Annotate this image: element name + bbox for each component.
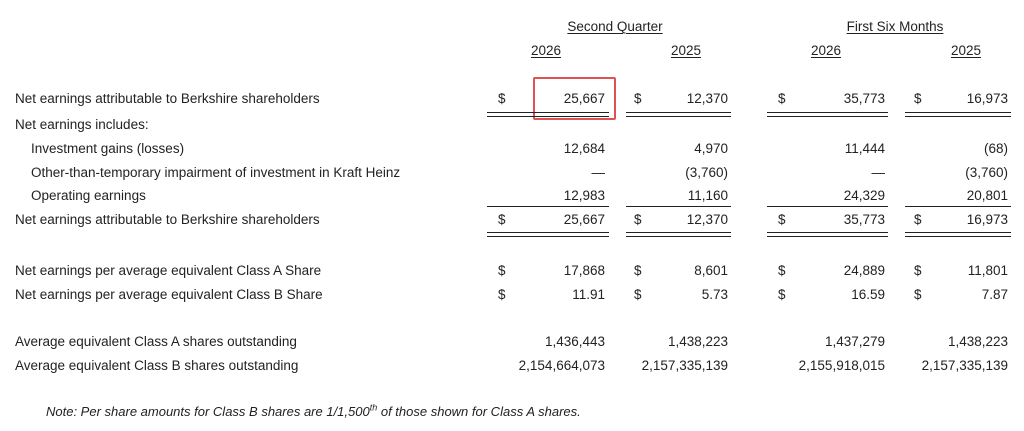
footnote-suffix: of those shown for Class A shares. — [377, 404, 581, 419]
single-underline — [487, 206, 609, 207]
row-label-eps-class-b: Net earnings per average equivalent Clas… — [15, 287, 323, 302]
header-second-quarter: Second Quarter — [567, 19, 663, 34]
cell-value: 17,868 — [563, 263, 605, 278]
currency-symbol: $ — [778, 287, 786, 302]
currency-symbol: $ — [634, 263, 642, 278]
currency-symbol: $ — [498, 212, 506, 227]
double-underline — [626, 232, 731, 237]
header-year-h-2026: 2026 — [810, 43, 841, 58]
row-label-net-earnings: Net earnings attributable to Berkshire s… — [15, 91, 320, 106]
currency-symbol: $ — [498, 263, 506, 278]
currency-symbol: $ — [778, 263, 786, 278]
cell-value: 2,154,664,073 — [518, 358, 605, 373]
cell-value: 25,667 — [563, 212, 605, 227]
cell-value: 16,973 — [966, 212, 1008, 227]
double-underline — [767, 232, 888, 237]
highlight-box — [533, 77, 616, 120]
cell-value: 16,973 — [966, 91, 1008, 106]
footnote-prefix: Note: Per share amounts for Class B shar… — [46, 404, 370, 419]
cell-value: 12,370 — [686, 91, 728, 106]
cell-value: 2,157,335,139 — [641, 358, 728, 373]
single-underline — [626, 206, 731, 207]
cell-value: 11.91 — [572, 287, 605, 302]
row-label-net-earnings-total: Net earnings attributable to Berkshire s… — [15, 212, 320, 227]
currency-symbol: $ — [914, 91, 922, 106]
row-label-operating-earnings: Operating earnings — [31, 188, 146, 203]
double-underline — [487, 112, 609, 117]
cell-value: 11,801 — [967, 263, 1008, 278]
cell-value: — — [591, 165, 606, 180]
header-first-six-months: First Six Months — [846, 19, 944, 34]
cell-value: 16.59 — [851, 287, 885, 302]
cell-value: (68) — [983, 141, 1008, 156]
cell-value: 11,160 — [687, 188, 728, 203]
currency-symbol: $ — [914, 212, 922, 227]
cell-value: 1,438,223 — [947, 334, 1008, 349]
cell-value: 25,667 — [563, 91, 605, 106]
currency-symbol: $ — [914, 263, 922, 278]
double-underline — [905, 232, 1011, 237]
cell-value: 8,601 — [694, 263, 728, 278]
currency-symbol: $ — [914, 287, 922, 302]
cell-value: 1,438,223 — [667, 334, 728, 349]
double-underline — [767, 112, 888, 117]
double-underline — [487, 232, 609, 237]
cell-value: 12,983 — [563, 188, 605, 203]
single-underline — [905, 206, 1011, 207]
cell-value: 12,370 — [686, 212, 728, 227]
cell-value: — — [871, 165, 886, 180]
row-label-investment-gains: Investment gains (losses) — [31, 141, 185, 156]
row-label-shares-class-a: Average equivalent Class A shares outsta… — [15, 334, 297, 349]
cell-value: 4,970 — [694, 141, 728, 156]
row-label-includes: Net earnings includes: — [15, 117, 149, 132]
cell-value: 7.87 — [981, 287, 1008, 302]
currency-symbol: $ — [634, 212, 642, 227]
cell-value: 24,889 — [843, 263, 885, 278]
row-label-eps-class-a: Net earnings per average equivalent Clas… — [15, 263, 322, 278]
row-label-shares-class-b: Average equivalent Class B shares outsta… — [15, 358, 299, 373]
cell-value: 35,773 — [843, 91, 885, 106]
cell-value: (3,760) — [685, 165, 728, 180]
header-year-q-2026: 2026 — [530, 43, 561, 58]
cell-value: (3,760) — [965, 165, 1008, 180]
cell-value: 12,684 — [563, 141, 605, 156]
row-label-impairment: Other-than-temporary impairment of inves… — [31, 165, 401, 180]
header-year-h-2025: 2025 — [950, 43, 981, 58]
cell-value: 2,157,335,139 — [921, 358, 1008, 373]
cell-value: 1,437,279 — [824, 334, 885, 349]
header-year-q-2025: 2025 — [670, 43, 701, 58]
currency-symbol: $ — [634, 91, 642, 106]
currency-symbol: $ — [778, 212, 786, 227]
currency-symbol: $ — [498, 91, 506, 106]
cell-value: 11,444 — [844, 141, 885, 156]
currency-symbol: $ — [634, 287, 642, 302]
currency-symbol: $ — [778, 91, 786, 106]
cell-value: 24,329 — [843, 188, 885, 203]
footnote-superscript: th — [369, 402, 378, 413]
double-underline — [905, 112, 1011, 117]
double-underline — [626, 112, 731, 117]
cell-value: 5.73 — [701, 287, 728, 302]
footnote: Note: Per share amounts for Class B shar… — [46, 402, 581, 419]
cell-value: 35,773 — [843, 212, 885, 227]
cell-value: 1,436,443 — [544, 334, 605, 349]
single-underline — [767, 206, 888, 207]
currency-symbol: $ — [498, 287, 506, 302]
cell-value: 20,801 — [966, 188, 1008, 203]
cell-value: 2,155,918,015 — [798, 358, 885, 373]
